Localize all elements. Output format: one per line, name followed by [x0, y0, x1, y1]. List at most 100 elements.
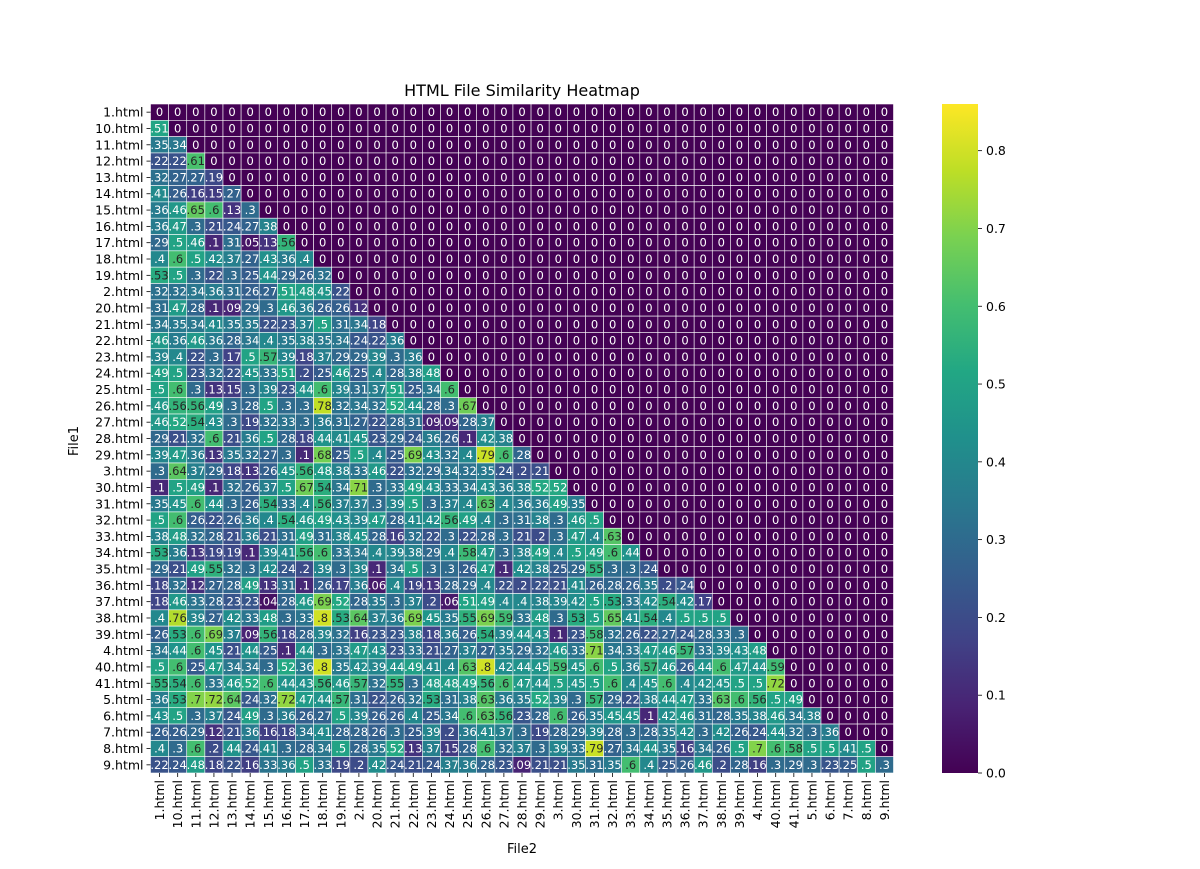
cell-annotation: 0 — [446, 170, 453, 184]
cell-annotation: 0 — [627, 236, 634, 250]
cell-annotation: 0 — [301, 236, 308, 250]
cell-annotation: .39 — [350, 513, 368, 527]
cell-annotation: .49 — [477, 595, 495, 609]
cell-annotation: 0 — [863, 497, 870, 511]
cell-annotation: .26 — [440, 432, 458, 446]
cell-annotation: .23 — [368, 627, 386, 641]
cell-annotation: 0 — [736, 187, 743, 201]
cell-annotation: 0 — [736, 236, 743, 250]
y-tick-label: 31.html — [95, 496, 143, 511]
cell-annotation: .42 — [422, 513, 440, 527]
cell-annotation: 0 — [391, 121, 398, 135]
cell-annotation: 0 — [482, 170, 489, 184]
cell-annotation: .44 — [223, 742, 241, 756]
cell-annotation: .4 — [154, 742, 165, 756]
cell-annotation: 0 — [790, 448, 797, 462]
cell-annotation: .5 — [190, 252, 201, 266]
cell-annotation: 0 — [826, 693, 833, 707]
cell-annotation: .35 — [477, 464, 495, 478]
cell-annotation: .38 — [531, 562, 549, 576]
cell-annotation: 0 — [790, 399, 797, 413]
cell-annotation: .29 — [187, 725, 205, 739]
cell-annotation: .33 — [386, 480, 404, 494]
cell-annotation: 0 — [845, 448, 852, 462]
x-tick-labels: 1.html 10.html 11.html 12.html 13.html 14.htm… — [152, 773, 892, 828]
y-tick-label: 24.html — [95, 366, 143, 381]
cell-annotation: 0 — [772, 513, 779, 527]
x-tick-label: 36.html — [678, 780, 693, 828]
cell-annotation: .28 — [350, 725, 368, 739]
cell-annotation: 0 — [754, 138, 761, 152]
cell-annotation: .37 — [350, 497, 368, 511]
cell-annotation: 0 — [627, 464, 634, 478]
cell-annotation: .5 — [861, 758, 872, 772]
cell-annotation: 0 — [772, 399, 779, 413]
cell-annotation: .3 — [227, 415, 238, 429]
cell-annotation: 0 — [391, 187, 398, 201]
cell-annotation: 0 — [645, 497, 652, 511]
cell-annotation: 0 — [663, 448, 670, 462]
cell-annotation: 0 — [772, 578, 779, 592]
y-tick-label: 5.html — [103, 692, 143, 707]
y-tick-label: 23.html — [95, 349, 143, 364]
cell-annotation: 0 — [500, 219, 507, 233]
cell-annotation: .33 — [295, 611, 313, 625]
cell-annotation: 0 — [736, 497, 743, 511]
cell-annotation: 0 — [808, 676, 815, 690]
cell-annotation: 0 — [337, 138, 344, 152]
cell-annotation: .29 — [422, 464, 440, 478]
x-tick-label: 25.html — [460, 780, 475, 828]
cell-annotation: .54 — [277, 513, 295, 527]
cell-annotation: .55 — [386, 676, 404, 690]
cell-annotation: 0 — [555, 334, 562, 348]
cell-annotation: .4 — [444, 660, 455, 674]
cell-annotation: 0 — [228, 105, 235, 119]
cell-annotation: .6 — [190, 676, 201, 690]
cell-annotation: 0 — [718, 464, 725, 478]
cell-annotation: .49 — [205, 399, 223, 413]
cell-annotation: .36 — [241, 513, 259, 527]
cell-annotation: 0 — [754, 285, 761, 299]
cell-annotation: .22 — [205, 268, 223, 282]
cell-annotation: .13 — [223, 203, 241, 217]
x-tick-label: 16.html — [279, 780, 294, 828]
cell-annotation: 0 — [681, 301, 688, 315]
cell-annotation: 0 — [681, 121, 688, 135]
cell-annotation: 0 — [464, 383, 471, 397]
cell-annotation: 0 — [772, 334, 779, 348]
cell-annotation: 0 — [718, 529, 725, 543]
cell-annotation: .37 — [422, 742, 440, 756]
cell-annotation: .46 — [295, 513, 313, 527]
cell-annotation: 0 — [609, 138, 616, 152]
cell-annotation: .44 — [748, 660, 766, 674]
cell-annotation: .24 — [277, 562, 295, 576]
cell-annotation: 0 — [663, 464, 670, 478]
cell-annotation: 0 — [881, 627, 888, 641]
cell-annotation: 0 — [247, 105, 254, 119]
cell-annotation: 0 — [736, 611, 743, 625]
cell-annotation: 0 — [555, 187, 562, 201]
cell-annotation: 0 — [536, 301, 543, 315]
cell-annotation: 0 — [736, 252, 743, 266]
cell-annotation: .54 — [314, 480, 332, 494]
cell-annotation: 0 — [754, 432, 761, 446]
cell-annotation: 0 — [663, 268, 670, 282]
cell-annotation: 0 — [355, 138, 362, 152]
cell-annotation: .33 — [712, 627, 730, 641]
cell-annotation: .65 — [603, 611, 621, 625]
cell-annotation: 0 — [446, 236, 453, 250]
cell-annotation: 0 — [609, 285, 616, 299]
cell-annotation: 0 — [482, 350, 489, 364]
cell-annotation: .32 — [332, 627, 350, 641]
cell-annotation: 0 — [826, 464, 833, 478]
cell-annotation: .06 — [440, 595, 458, 609]
cell-annotation: 0 — [609, 383, 616, 397]
cell-annotation: 0 — [681, 480, 688, 494]
cell-annotation: 0 — [826, 546, 833, 560]
cell-annotation: .56 — [169, 399, 187, 413]
cell-annotation: .3 — [698, 725, 709, 739]
cell-annotation: .6 — [462, 709, 473, 723]
cell-annotation: .5 — [680, 611, 691, 625]
cell-annotation: 0 — [808, 121, 815, 135]
cell-annotation: .63 — [477, 709, 495, 723]
